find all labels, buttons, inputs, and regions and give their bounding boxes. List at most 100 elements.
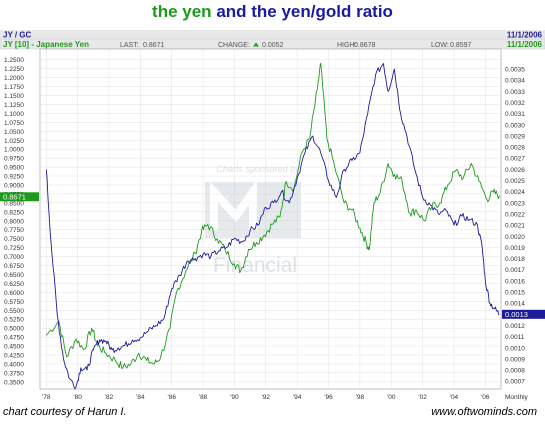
right-tick-label: 0.0022 [505, 211, 525, 218]
right-tick-label: 0.0034 [505, 78, 525, 85]
left-tick-label: 0.9250 [4, 174, 24, 181]
high-label: HIGH: [337, 42, 357, 49]
header-bar-top [0, 30, 545, 39]
change-up-arrow-icon [253, 42, 259, 47]
right-tick-label: 0.0026 [505, 167, 525, 174]
right-tick-label: 0.0014 [505, 301, 525, 308]
right-tick-label: 0.0009 [505, 356, 525, 363]
yen-series-line [45, 62, 500, 370]
series-lines [45, 62, 500, 390]
right-tick-label: 0.0017 [505, 267, 525, 274]
chart-credit: chart courtesy of Harun I. [3, 406, 127, 418]
low-value: 0.8597 [450, 42, 472, 49]
watermark-logo-m-icon [210, 179, 257, 230]
watermark: Charts sponsored by Financial [205, 164, 301, 277]
change-label: CHANGE: [218, 42, 250, 49]
right-tick-label: 0.0031 [505, 111, 525, 118]
x-axis: '78 '80 '82 '84 '86 '88 '90 '92 '94 '96 '98 '00 '02 '… [42, 394, 528, 401]
ratio-series-line [45, 63, 500, 390]
watermark-sponsor: Charts sponsored by [216, 164, 300, 174]
left-tick-label: 0.9000 [4, 183, 24, 190]
left-tick-label: 0.6500 [4, 272, 24, 279]
left-tick-label: 0.5750 [4, 299, 24, 306]
series-name-label: JY [10] - Japanese Yen [3, 40, 89, 49]
grid [40, 49, 501, 389]
x-tick-label: '88 [199, 394, 208, 401]
date-top: 11/1/2006 [507, 31, 543, 40]
x-tick-label: '78 [42, 394, 51, 401]
left-tick-label: 1.0250 [4, 138, 24, 145]
x-tick-label: '94 [293, 394, 302, 401]
left-tick-label: 0.4500 [4, 344, 24, 351]
right-tick-label: 0.0035 [505, 67, 525, 74]
left-tick-label: 1.0750 [4, 120, 24, 127]
left-tick-label: 0.6250 [4, 281, 24, 288]
left-tick-label: 0.7500 [4, 236, 24, 243]
last-tag-right-value: 0.0013 [505, 310, 528, 319]
x-axis-label-monthly: Monthly [505, 394, 529, 401]
x-tick-label: '90 [230, 394, 239, 401]
left-tick-label: 0.7750 [4, 227, 24, 234]
site-url[interactable]: www.oftwominds.com [431, 406, 537, 418]
left-tick-label: 0.4750 [4, 335, 24, 342]
left-tick-label: 0.7250 [4, 245, 24, 252]
right-tick-label: 0.0032 [505, 100, 525, 107]
right-tick-label: 0.0029 [505, 133, 525, 140]
x-tick-label: '92 [262, 394, 271, 401]
date-right: 11/1/2006 [507, 40, 543, 49]
left-tick-label: 0.8250 [4, 209, 24, 216]
last-tag-right: 0.0013 [502, 309, 545, 319]
left-tick-label: 1.0500 [4, 129, 24, 136]
left-tick-label: 1.0000 [4, 147, 24, 154]
yen-gold-chart: JY / GC 11/1/2006 JY [10] - Japanese Yen… [0, 30, 545, 401]
x-tick-label: '84 [136, 394, 145, 401]
x-tick-label: '98 [356, 394, 365, 401]
left-tick-label: 1.1250 [4, 102, 24, 109]
left-tick-label: 0.5500 [4, 308, 24, 315]
right-tick-label: 0.0015 [505, 290, 525, 297]
high-value: 0.8678 [354, 42, 376, 49]
symbol-label: JY / GC [3, 31, 32, 40]
left-tick-label: 0.6750 [4, 263, 24, 270]
x-tick-label: '02 [418, 394, 427, 401]
left-tick-label: 1.2250 [4, 66, 24, 73]
right-tick-label: 0.0019 [505, 245, 525, 252]
last-value: 0.8671 [143, 42, 165, 49]
headline-ratio: and the yen/gold ratio [216, 2, 393, 21]
x-tick-label: '06 [481, 394, 490, 401]
last-tag-left: 0.8671 [0, 192, 39, 202]
x-tick-label: '96 [324, 394, 333, 401]
chart-headline: the yen and the yen/gold ratio [0, 2, 545, 22]
x-tick-label: '80 [73, 394, 82, 401]
x-tick-label: '04 [450, 394, 459, 401]
right-tick-label: 0.0008 [505, 368, 525, 375]
right-tick-label: 0.0033 [505, 89, 525, 96]
right-axis: 0.0007 0.0008 0.0009 0.0010 0.0011 0.0012 0.00… [505, 67, 525, 386]
left-tick-label: 1.1750 [4, 84, 24, 91]
right-tick-label: 0.0007 [505, 379, 525, 386]
left-tick-label: 0.4250 [4, 353, 24, 360]
right-tick-label: 0.0023 [505, 200, 525, 207]
left-tick-label: 0.7000 [4, 254, 24, 261]
right-tick-label: 0.0027 [505, 156, 525, 163]
right-tick-label: 0.0021 [505, 223, 525, 230]
x-tick-label: '86 [167, 394, 176, 401]
headline-yen: the yen [152, 2, 212, 21]
right-tick-label: 0.0010 [505, 345, 525, 352]
left-tick-label: 0.3500 [4, 379, 24, 386]
right-tick-label: 0.0012 [505, 323, 525, 330]
right-tick-label: 0.0024 [505, 189, 525, 196]
left-tick-label: 1.1500 [4, 93, 24, 100]
left-tick-label: 1.2500 [4, 57, 24, 64]
left-tick-label: 0.8500 [4, 200, 24, 207]
x-tick-label: '00 [387, 394, 396, 401]
left-tick-label: 0.5250 [4, 317, 24, 324]
right-tick-label: 0.0030 [505, 122, 525, 129]
right-tick-label: 0.0025 [505, 178, 525, 185]
plot-frame [39, 48, 502, 390]
last-label: LAST: [120, 42, 139, 49]
right-tick-label: 0.0016 [505, 278, 525, 285]
left-tick-label: 0.4000 [4, 361, 24, 368]
left-tick-label: 0.9500 [4, 165, 24, 172]
